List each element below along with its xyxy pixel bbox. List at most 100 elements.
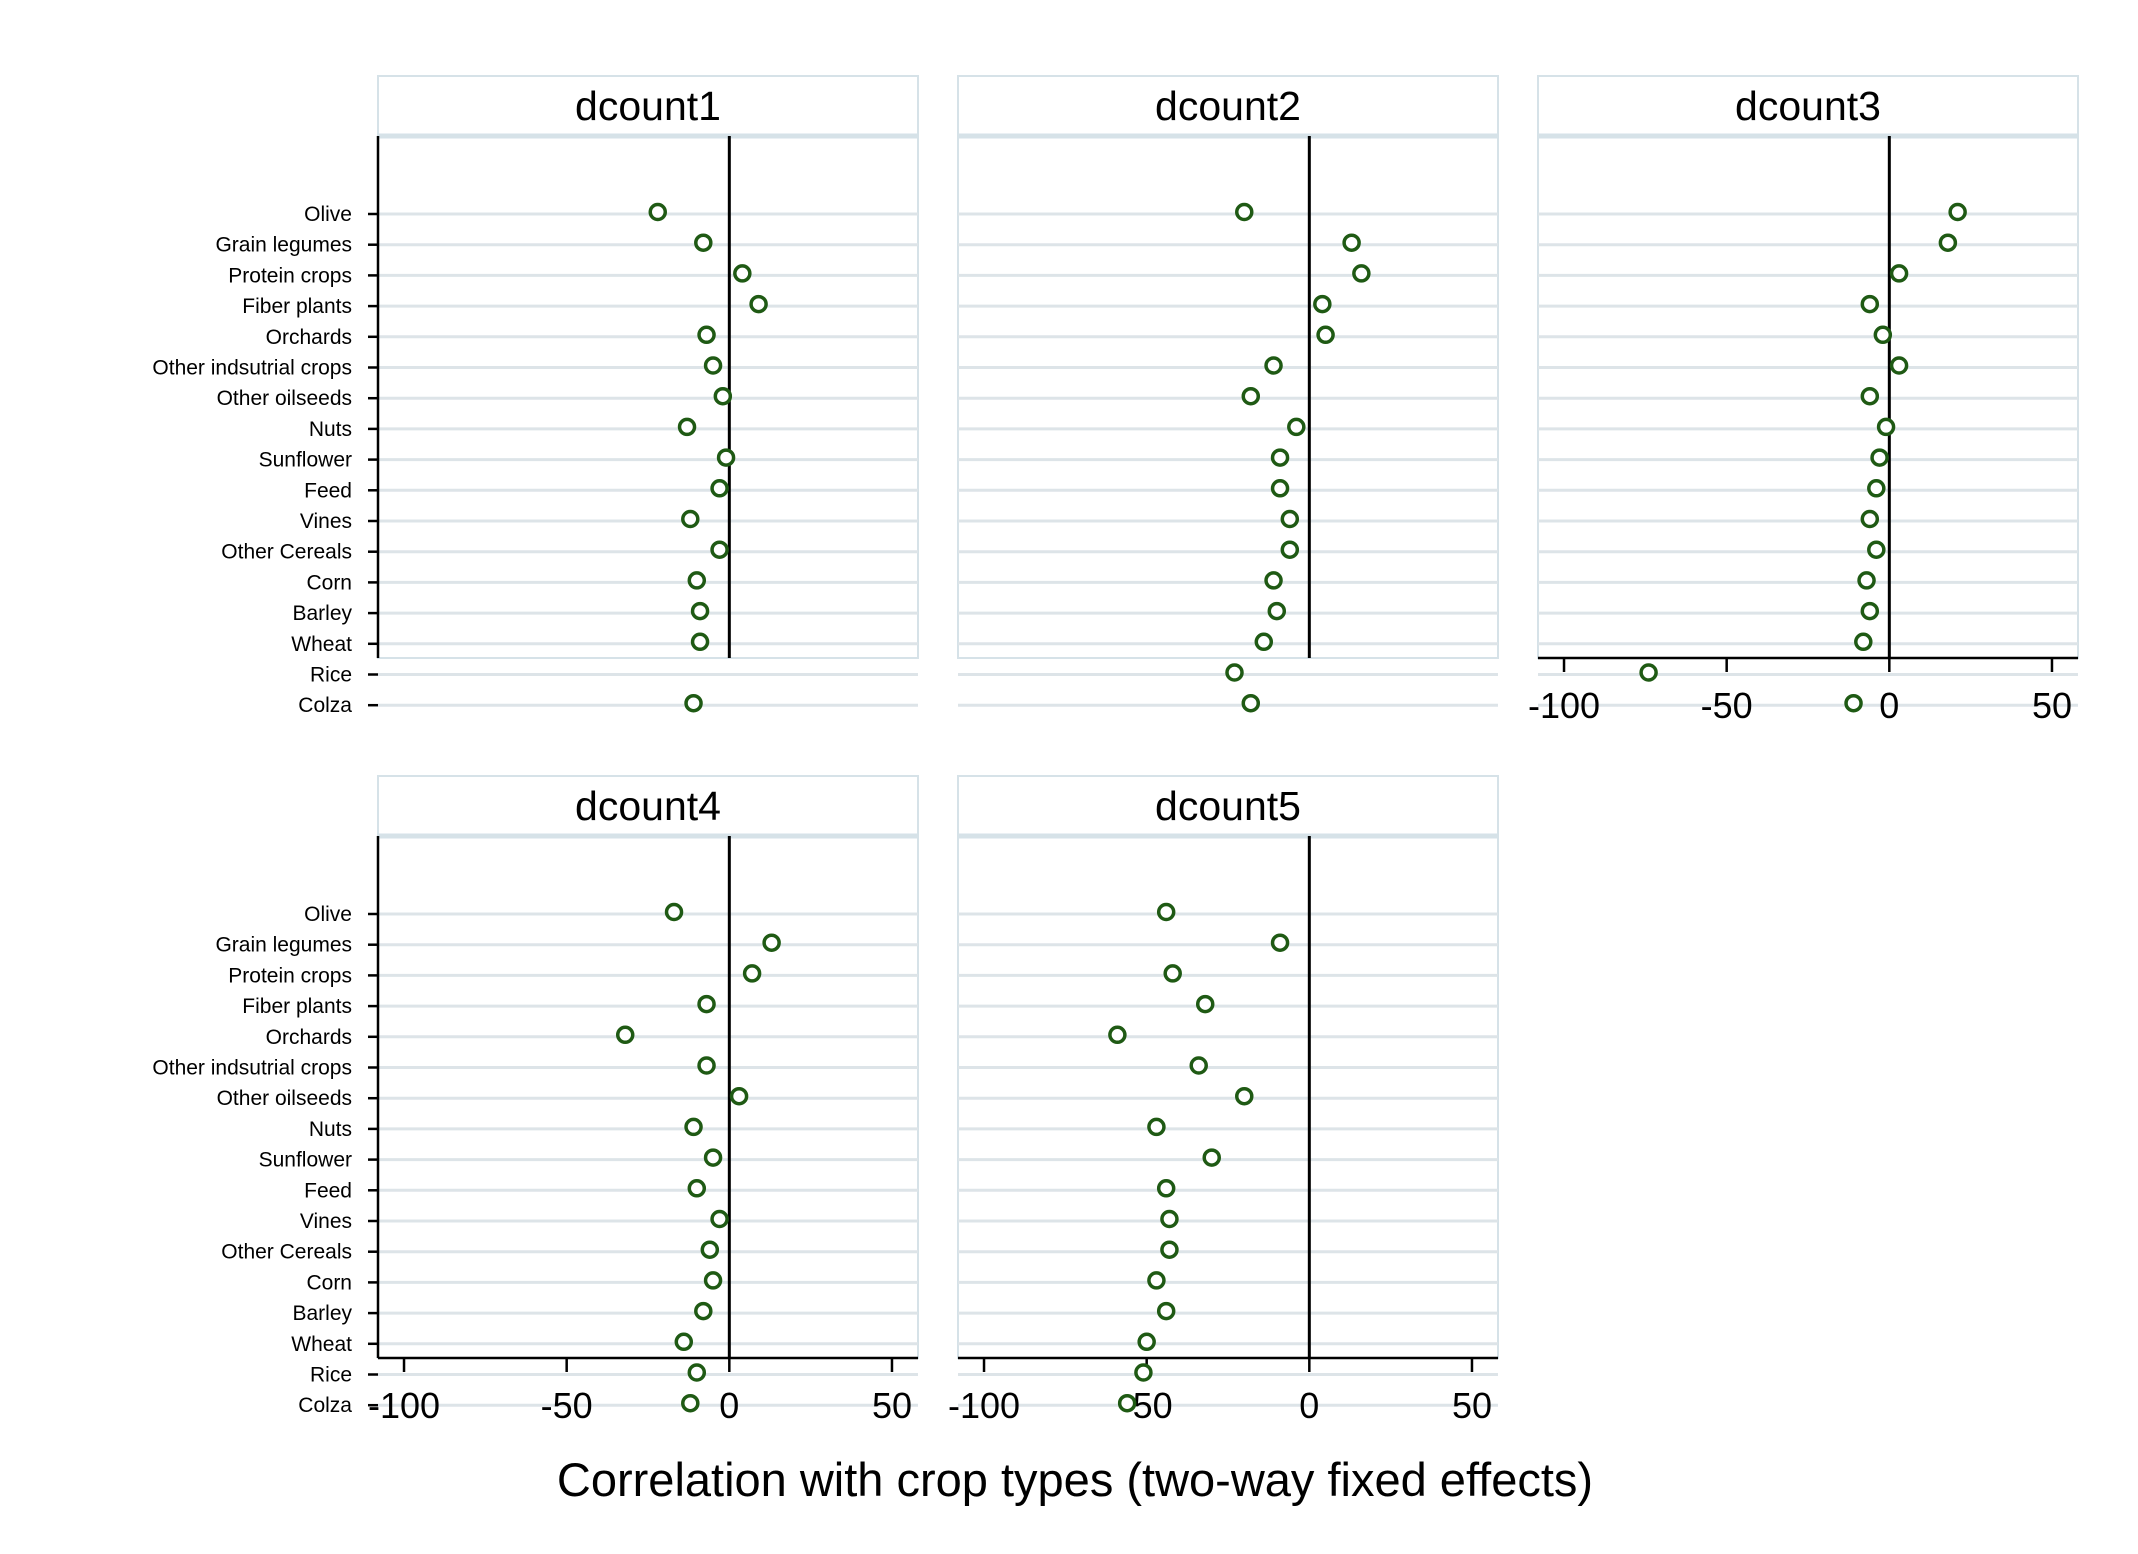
- y-tick-label: Sunflower: [259, 1149, 352, 1172]
- y-tick-label: Other oilseeds: [217, 1087, 352, 1110]
- panel-dcount2: dcount2: [957, 75, 1499, 713]
- y-tick-label: Olive: [304, 203, 352, 226]
- data-point: [694, 1301, 713, 1321]
- panel-title: dcount4: [575, 783, 721, 829]
- data-point: [703, 1148, 723, 1167]
- data-point: [1860, 294, 1880, 314]
- data-point: [1241, 693, 1261, 713]
- data-point: [1160, 1209, 1179, 1229]
- y-tick-label: Vines: [300, 1210, 352, 1233]
- data-point: [729, 1086, 749, 1106]
- data-point: [733, 264, 752, 283]
- data-point: [1844, 693, 1863, 713]
- y-tick-label: Grain legumes: [215, 234, 352, 257]
- y-tick-label: Vines: [300, 510, 352, 533]
- data-point: [690, 601, 710, 621]
- panel-title: dcount2: [1155, 83, 1301, 129]
- data-point: [1108, 1025, 1127, 1045]
- data-point: [615, 1025, 635, 1045]
- data-point: [700, 1240, 720, 1259]
- data-point: [1225, 663, 1244, 682]
- data-point: [742, 964, 762, 983]
- y-tick-label: Orchards: [266, 326, 352, 349]
- data-point: [749, 294, 768, 314]
- x-tick-label: 50: [2032, 685, 2072, 726]
- data-point: [710, 479, 729, 498]
- y-tick-label: Feed: [304, 1179, 352, 1202]
- data-point: [1342, 233, 1361, 252]
- x-axis-title: Correlation with crop types (two-way fix…: [557, 1453, 1593, 1506]
- y-tick-label: Fiber plants: [242, 995, 352, 1018]
- x-tick-label: -100: [948, 1385, 1020, 1426]
- y-tick-label: Nuts: [309, 418, 352, 441]
- data-point: [1156, 1179, 1176, 1198]
- x-tick-label: -100: [1528, 685, 1600, 726]
- data-point: [1352, 264, 1371, 283]
- data-point: [1270, 448, 1290, 467]
- data-point: [1867, 540, 1886, 559]
- data-point: [1264, 356, 1283, 375]
- data-point: [1873, 325, 1893, 345]
- data-point: [1313, 294, 1332, 314]
- data-point: [687, 1179, 707, 1198]
- data-point: [648, 202, 668, 222]
- panel-title-strip: [957, 75, 1499, 137]
- y-tick-label: Other oilseeds: [217, 387, 352, 410]
- x-tick-label: 0: [719, 1385, 739, 1426]
- data-point: [1280, 509, 1300, 529]
- data-point: [687, 571, 707, 590]
- y-tick-label: Protein crops: [228, 964, 352, 987]
- panel-title-strip: [377, 775, 919, 837]
- y-tick-label: Wheat: [291, 633, 352, 656]
- x-tick-label: -100: [368, 1385, 440, 1426]
- y-tick-label: Corn: [306, 571, 352, 594]
- panel-dcount1: dcount1 Olive Grain legumes Protein crops Fi…: [152, 75, 919, 717]
- panel-title-strip: [1537, 75, 2079, 137]
- data-point: [1280, 540, 1300, 559]
- data-point: [1160, 1240, 1179, 1259]
- data-point: [1156, 1301, 1176, 1321]
- data-point: [697, 1056, 716, 1075]
- x-tick-label: 50: [872, 1385, 912, 1426]
- data-point: [1264, 571, 1283, 590]
- data-point: [1147, 1117, 1166, 1137]
- data-point: [1876, 417, 1896, 437]
- panel-dcount3: dcount3 -100 -50 0 50: [1528, 75, 2079, 726]
- data-point: [762, 933, 781, 952]
- data-point: [1235, 1086, 1254, 1106]
- panel-dcount5: dcount5-100 -50 0 50: [948, 775, 1499, 1426]
- y-tick-label: Olive: [304, 903, 352, 926]
- y-tick-label: Sunflower: [259, 449, 352, 472]
- y-tick-label: Orchards: [266, 1026, 352, 1049]
- data-point: [1202, 1148, 1221, 1167]
- data-point: [694, 233, 713, 252]
- data-point: [681, 1393, 700, 1413]
- data-point: [1948, 202, 1967, 222]
- panel-title: dcount5: [1155, 783, 1301, 829]
- y-tick-label: Protein crops: [228, 264, 352, 287]
- data-point: [1195, 994, 1215, 1014]
- data-point: [1860, 509, 1880, 529]
- data-point: [674, 1332, 694, 1352]
- data-point: [1860, 601, 1880, 621]
- data-point: [1639, 663, 1658, 682]
- y-tick-label: Grain legumes: [215, 934, 352, 957]
- y-tick-label: Rice: [310, 1364, 352, 1387]
- y-tick-label: Other indsutrial crops: [152, 1057, 352, 1080]
- y-tick-label: Barley: [292, 1302, 352, 1325]
- data-point: [1860, 386, 1880, 406]
- y-tick-label: Fiber plants: [242, 295, 352, 318]
- data-point: [1938, 233, 1958, 252]
- data-point: [684, 693, 703, 713]
- y-tick-label: Other indsutrial crops: [152, 357, 352, 380]
- data-point: [690, 632, 710, 652]
- x-tick-label: -50: [1701, 685, 1753, 726]
- y-tick-label: Other Cereals: [221, 1241, 352, 1264]
- data-point: [1316, 325, 1335, 345]
- data-point: [1147, 1271, 1166, 1290]
- data-point: [713, 386, 733, 406]
- y-tick-label: Other Cereals: [221, 541, 352, 564]
- x-tick-label: 0: [1879, 685, 1899, 726]
- data-point: [1156, 902, 1176, 922]
